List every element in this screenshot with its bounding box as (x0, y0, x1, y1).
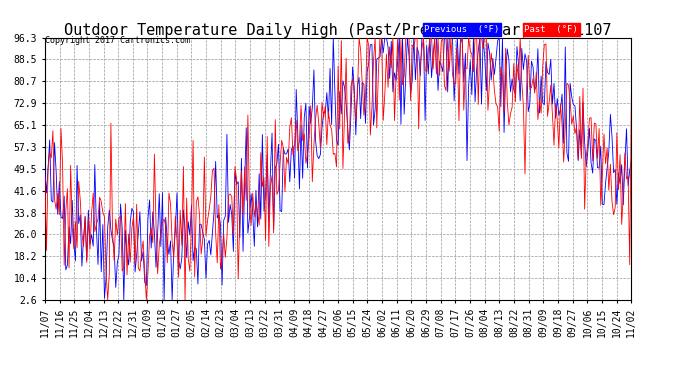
Title: Outdoor Temperature Daily High (Past/Previous Year) 20171107: Outdoor Temperature Daily High (Past/Pre… (64, 22, 612, 38)
Text: Past  (°F): Past (°F) (524, 25, 578, 34)
Text: Copyright 2017 Cartronics.com: Copyright 2017 Cartronics.com (45, 36, 190, 45)
Text: Previous  (°F): Previous (°F) (424, 25, 500, 34)
